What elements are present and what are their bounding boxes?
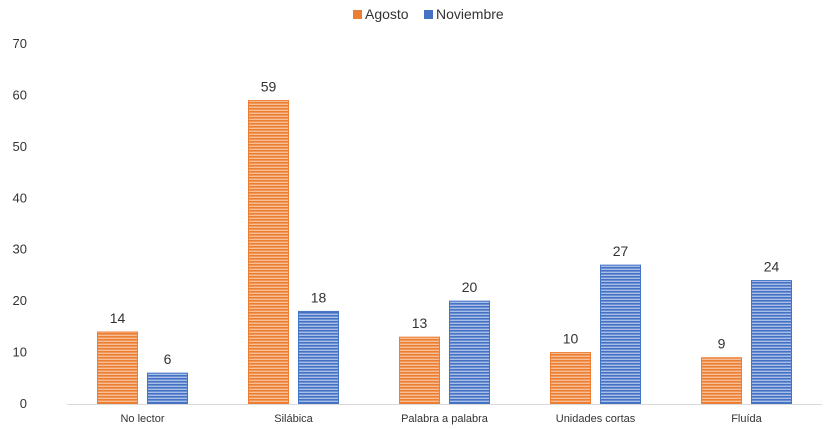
data-label-agosto: 14 bbox=[110, 310, 126, 326]
data-label-agosto: 13 bbox=[412, 315, 428, 331]
legend-label: Noviembre bbox=[436, 6, 504, 22]
bar-noviembre bbox=[147, 372, 188, 405]
legend-swatch bbox=[424, 10, 433, 19]
data-label-noviembre: 18 bbox=[311, 289, 327, 305]
y-tick-label: 40 bbox=[13, 190, 27, 205]
x-tick-label: Fluída bbox=[731, 413, 762, 425]
data-label-agosto: 10 bbox=[563, 331, 579, 347]
y-tick-label: 20 bbox=[13, 293, 27, 308]
y-tick-label: 50 bbox=[13, 139, 27, 154]
y-tick-label: 10 bbox=[13, 345, 27, 360]
data-label-agosto: 9 bbox=[718, 336, 726, 352]
x-axis: No lector Silábica Palabra a palabra Unidad… bbox=[120, 413, 762, 425]
bar-noviembre bbox=[298, 310, 339, 405]
data-labels: 14 6 59 18 13 20 10 27 9 24 bbox=[110, 79, 780, 368]
bar-agosto bbox=[550, 352, 591, 405]
y-tick-label: 0 bbox=[20, 396, 27, 411]
bar-noviembre bbox=[600, 264, 641, 405]
y-tick-label: 60 bbox=[13, 87, 27, 102]
data-label-agosto: 59 bbox=[261, 79, 277, 95]
legend-label: Agosto bbox=[365, 6, 409, 22]
x-tick-label: Silábica bbox=[274, 413, 313, 425]
data-label-noviembre: 27 bbox=[613, 243, 629, 259]
data-label-noviembre: 20 bbox=[462, 279, 478, 295]
y-tick-label: 70 bbox=[13, 36, 27, 51]
legend-item-agosto: Agosto bbox=[353, 6, 409, 22]
bar-noviembre bbox=[751, 280, 792, 405]
y-tick-label: 30 bbox=[13, 242, 27, 257]
x-tick-label: Unidades cortas bbox=[556, 413, 636, 425]
data-label-noviembre: 24 bbox=[764, 259, 780, 275]
x-tick-label: No lector bbox=[120, 413, 164, 425]
bar-noviembre bbox=[449, 300, 490, 405]
bar-agosto bbox=[97, 331, 138, 405]
bar-agosto bbox=[248, 100, 289, 405]
bars bbox=[97, 100, 792, 405]
legend-swatch bbox=[353, 10, 362, 19]
data-label-noviembre: 6 bbox=[164, 351, 172, 367]
x-tick-label: Palabra a palabra bbox=[401, 413, 489, 425]
legend: Agosto Noviembre bbox=[353, 6, 504, 22]
bar-agosto bbox=[701, 357, 742, 405]
legend-item-noviembre: Noviembre bbox=[424, 6, 504, 22]
bar-agosto bbox=[399, 336, 440, 405]
y-axis: 0 10 20 30 40 50 60 70 bbox=[13, 36, 27, 411]
